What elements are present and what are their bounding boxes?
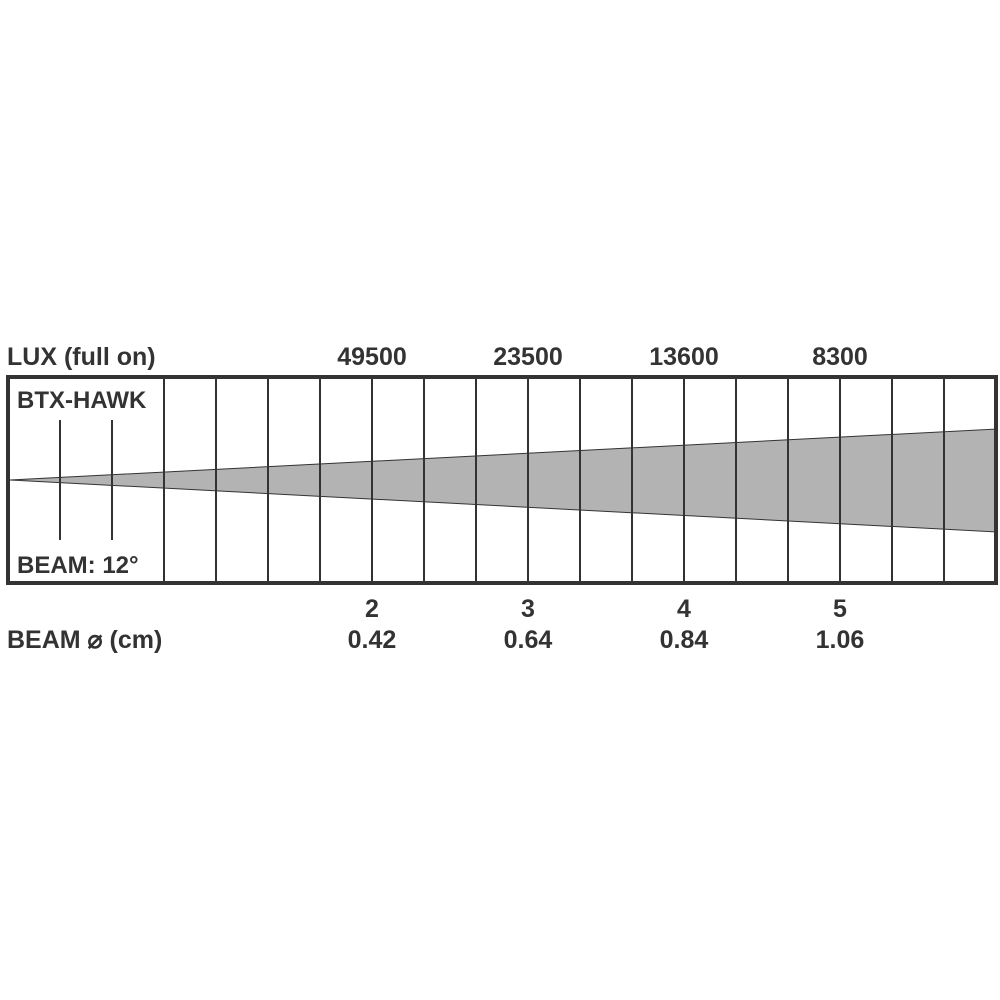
product-name: BTX-HAWK [17, 387, 147, 414]
beam-diameter-label: BEAM ⌀ (cm) [7, 626, 162, 654]
beam-angle: BEAM: 12° [17, 552, 139, 579]
grid-lines [163, 377, 945, 583]
distance-value: 5 [833, 595, 847, 623]
diagram-frame [6, 375, 998, 585]
distance-value: 3 [521, 595, 535, 623]
diameter-value: 0.42 [348, 626, 397, 654]
distance-value: 2 [365, 595, 379, 623]
distance-value: 4 [677, 595, 691, 623]
diameter-value: 0.64 [504, 626, 553, 654]
diameter-value: 0.84 [660, 626, 709, 654]
lux-value: 49500 [337, 343, 407, 371]
lux-value: 8300 [812, 343, 868, 371]
lux-value: 23500 [493, 343, 563, 371]
lux-label: LUX (full on) [7, 343, 156, 371]
beam-cone [9, 428, 998, 533]
diameter-value: 1.06 [816, 626, 865, 654]
lux-value: 13600 [649, 343, 719, 371]
